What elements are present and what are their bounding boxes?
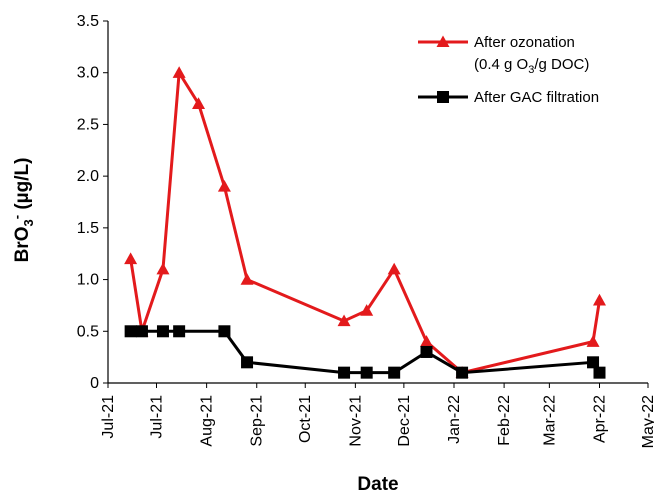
y-tick-label: 2.0 bbox=[77, 168, 99, 185]
data-point-square bbox=[360, 366, 373, 379]
x-tick-label: May-22 bbox=[640, 395, 654, 448]
data-point-triangle bbox=[420, 335, 434, 347]
data-point-square bbox=[156, 325, 169, 338]
legend-label-gac: After GAC filtration bbox=[474, 89, 599, 106]
data-point-triangle bbox=[337, 314, 351, 327]
data-point-square bbox=[456, 366, 469, 379]
data-point-triangle bbox=[217, 179, 231, 192]
legend-marker-triangle bbox=[436, 35, 450, 47]
legend: After ozonation (0.4 g O3/g DOC) After GAC… bbox=[418, 34, 599, 106]
x-tick-label: Sep-21 bbox=[249, 395, 266, 447]
data-point-square bbox=[388, 366, 401, 379]
legend-label-ozonation-dose: (0.4 g O3/g DOC) bbox=[474, 56, 589, 76]
series-2 bbox=[124, 325, 606, 379]
x-tick-label: Jan-22 bbox=[446, 395, 463, 444]
data-point-triangle bbox=[156, 262, 170, 275]
series-layer bbox=[124, 66, 606, 379]
data-point-triangle bbox=[592, 293, 606, 306]
data-point-triangle bbox=[172, 66, 186, 78]
axes: 0 0.5 1.0 1.5 2.0 2.5 3.0 3.5 Jul-21 Jul-21 Aug-21… bbox=[77, 13, 654, 448]
data-point-triangle bbox=[360, 304, 374, 316]
y-tick-label: 1.0 bbox=[77, 272, 99, 289]
data-point-square bbox=[173, 325, 186, 338]
y-tick-label: 0 bbox=[90, 375, 99, 392]
x-tick-label: Jul-21 bbox=[149, 395, 166, 439]
x-tick-label: Oct-21 bbox=[297, 395, 314, 443]
y-tick-label: 1.5 bbox=[77, 220, 99, 237]
x-tick-label: Mar-22 bbox=[541, 395, 558, 446]
y-tick-label: 3.5 bbox=[77, 13, 99, 30]
data-point-triangle bbox=[586, 335, 600, 347]
data-point-triangle bbox=[387, 262, 401, 275]
data-point-square bbox=[124, 325, 137, 338]
data-point-square bbox=[241, 356, 254, 369]
x-tick-label: Dec-21 bbox=[396, 395, 413, 447]
x-tick-label: Apr-22 bbox=[591, 395, 608, 443]
y-axis-title: BrO3- (µg/L) bbox=[9, 158, 36, 263]
legend-marker-square bbox=[437, 91, 449, 103]
data-point-square bbox=[593, 366, 606, 379]
x-tick-label: Feb-22 bbox=[496, 395, 513, 446]
x-tick-label: Aug-21 bbox=[199, 395, 216, 447]
data-point-triangle bbox=[240, 273, 254, 285]
legend-label-ozonation: After ozonation bbox=[474, 34, 575, 51]
data-point-square bbox=[338, 366, 351, 379]
data-point-square bbox=[420, 345, 433, 358]
series-line bbox=[129, 71, 601, 375]
data-point-square bbox=[135, 325, 148, 338]
series-line bbox=[130, 329, 601, 375]
x-axis-title: Date bbox=[357, 474, 398, 495]
x-tick-label: Nov-21 bbox=[347, 395, 364, 447]
y-tick-label: 0.5 bbox=[77, 323, 99, 340]
x-tick-label: Jul-21 bbox=[100, 395, 117, 439]
y-tick-label: 3.0 bbox=[77, 65, 99, 82]
y-tick-label: 2.5 bbox=[77, 116, 99, 133]
data-point-square bbox=[218, 325, 231, 338]
data-point-triangle bbox=[124, 252, 138, 265]
data-point-triangle bbox=[192, 97, 206, 109]
data-point-square bbox=[587, 356, 600, 369]
